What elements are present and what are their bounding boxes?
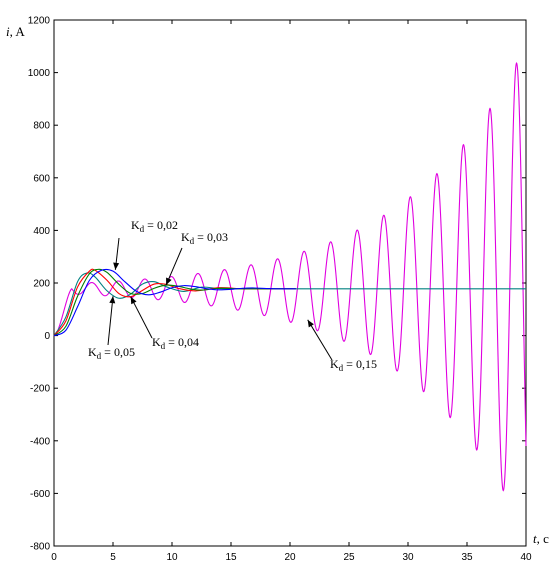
- series-line-kd-0: [53, 268, 296, 337]
- annotation-arrow: [130, 296, 153, 339]
- x-tick-label: 5: [110, 552, 116, 563]
- annotation-arrow: [307, 319, 333, 361]
- y-tick-label: 800: [33, 121, 50, 132]
- y-tick-label: -200: [30, 384, 50, 395]
- annotation-label: Kd = 0,15: [330, 357, 377, 373]
- series-line-kd-1: [53, 268, 296, 337]
- annotation-arrowhead: [130, 296, 137, 305]
- y-tick-label: 200: [33, 279, 50, 290]
- x-tick-label: 0: [51, 552, 57, 563]
- annotation-arrowhead: [109, 296, 116, 304]
- x-tick-label: 25: [343, 552, 355, 563]
- x-axis-label: t, c: [533, 531, 549, 546]
- annotation-label: Kd = 0,03: [181, 230, 228, 246]
- annotation-arrowhead: [166, 277, 172, 286]
- series-layer: [53, 61, 527, 492]
- x-tick-label: 35: [461, 552, 473, 563]
- x-tick-label: 20: [284, 552, 296, 563]
- x-tick-label: 40: [520, 552, 532, 563]
- y-axis-label: i, A: [6, 24, 25, 39]
- annotation-label: Kd = 0,04: [152, 335, 199, 351]
- y-tick-label: 0: [44, 331, 50, 342]
- annotation-arrowhead: [113, 262, 120, 270]
- axis-ticks: 0 5 10 15 20 25 30 35 40 -800 -600 -400 -200 0 200 400 6…: [28, 16, 532, 564]
- x-tick-label: 15: [225, 552, 237, 563]
- y-tick-label: 1200: [28, 16, 51, 27]
- y-tick-label: -600: [30, 489, 50, 500]
- y-tick-label: -800: [30, 542, 50, 553]
- x-tick-label: 10: [166, 552, 178, 563]
- y-tick-label: 600: [33, 173, 50, 184]
- annotation-label: Kd = 0,02: [131, 218, 178, 234]
- y-tick-label: 400: [33, 226, 50, 237]
- annotation-arrowhead: [307, 319, 314, 328]
- y-tick-label: -400: [30, 436, 50, 447]
- annotation-arrow: [107, 296, 114, 346]
- x-tick-label: 30: [402, 552, 414, 563]
- series-line-kd-4: [53, 61, 527, 492]
- annotation-label: Kd = 0,05: [88, 345, 135, 361]
- y-tick-label: 1000: [28, 68, 51, 79]
- plot-area: [53, 19, 527, 547]
